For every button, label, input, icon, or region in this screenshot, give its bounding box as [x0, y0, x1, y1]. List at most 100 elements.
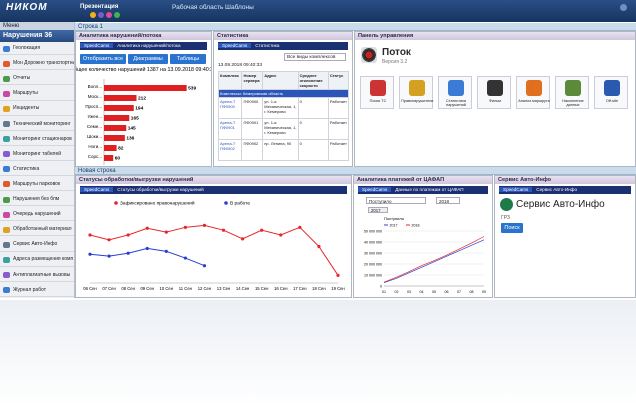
select[interactable]: Все виды комплексов [284, 53, 346, 61]
sidebar-item[interactable]: Антиплагиатные вызовы [0, 269, 74, 282]
tile[interactable]: Анализ маршрута [516, 76, 550, 109]
item-icon [3, 256, 10, 263]
select[interactable]: 2018 [436, 197, 460, 204]
y-tick-label: 0 [380, 284, 382, 288]
sidebar-item[interactable]: Инциденты [0, 102, 74, 116]
user-icon[interactable] [620, 4, 627, 11]
tab[interactable]: Статусы обработки/выгрузки нарушений [117, 187, 204, 192]
point [164, 249, 168, 253]
sidebar-item[interactable]: Сервис Авто-Инфо [0, 238, 74, 252]
data-label: 60 [115, 156, 121, 162]
tile[interactable]: Накопление данных [555, 76, 589, 109]
tab[interactable]: SpeedCams [358, 187, 392, 192]
tile-icon [604, 80, 620, 96]
category-label: Просп... [85, 104, 102, 109]
tab[interactable]: Сервис Авто-Инфо [536, 187, 578, 192]
sidebar-item[interactable]: Маршруты парковок [0, 178, 74, 192]
nav-link[interactable]: Шаблоны [225, 4, 254, 11]
row-header: Новая строка [75, 167, 636, 175]
tile-label: Анализ маршрута [518, 99, 550, 103]
sidebar-item[interactable]: Журнал работ [0, 284, 74, 297]
data-label: 136 [126, 136, 134, 142]
sidebar-item[interactable]: Мониторинг табелей [0, 148, 74, 161]
tile[interactable]: Фильм [477, 76, 511, 109]
y-tick-label: 20 000 000 [364, 262, 382, 266]
x-tick-label: 14 Сен [236, 286, 250, 291]
tile-label: Статистика нарушений [446, 99, 466, 108]
filter-chip[interactable]: 2017 [368, 207, 388, 213]
point [145, 226, 149, 230]
sidebar-item[interactable]: Адреса размещения комп [0, 253, 74, 267]
legend-swatch [224, 201, 228, 205]
tab[interactable]: Данные по платежам от ЦАФАП [395, 187, 464, 192]
cell: 0 [297, 139, 329, 161]
tile[interactable]: Статистика нарушений [438, 76, 472, 109]
tile-label: Off-site [605, 99, 619, 103]
data-label: 145 [128, 126, 136, 132]
x-tick-label: 19 Сен [331, 286, 345, 291]
sidebar-item[interactable]: Мон Дорожно транспортные п [0, 57, 74, 71]
sidebar-item[interactable]: Очередь нарушений [0, 208, 74, 222]
column-header: Среднее отклонение скорости [297, 71, 329, 90]
bar [104, 125, 127, 131]
bar [104, 145, 117, 151]
item-icon [3, 166, 10, 173]
cell: Работает [327, 118, 350, 140]
button[interactable]: Отобразить все [80, 54, 126, 64]
x-tick-label: 16 Сен [274, 286, 288, 291]
line-chart: Зафиксировано правонарушений В работе 06 С… [83, 200, 345, 291]
category-label: Семе... [87, 124, 102, 129]
tab[interactable]: SpeedCams [80, 187, 114, 192]
y-tick-label: 10 000 000 [364, 273, 382, 277]
bar-chart: Общее количество нарушений 1387 на 13.09… [76, 66, 211, 165]
sidebar-item[interactable]: Отчеты [0, 72, 74, 86]
x-tick-label: 17 Сен [293, 286, 307, 291]
select[interactable]: Поступило [366, 197, 426, 204]
item-icon [3, 75, 10, 82]
tab[interactable]: SpeedCams [218, 43, 252, 48]
tab[interactable]: Статистика [255, 43, 280, 48]
column-header: Статус [327, 71, 350, 90]
bar [104, 95, 137, 101]
series-line [89, 224, 339, 276]
panel: Сервис Авто-Инфо SpeedCams Сервис Авто-Инф… [494, 175, 636, 298]
table-row: Арена-Т ПФ0900 ПФ0900 ул. 1-я Механическая… [217, 97, 350, 119]
nav-link[interactable]: Рабочая область [172, 4, 224, 11]
item-icon [3, 226, 10, 233]
chart-caption: Поступило [384, 216, 405, 221]
item-icon [3, 272, 10, 278]
item-icon [3, 45, 10, 52]
x-tick-label: 02 [395, 290, 399, 294]
tile[interactable]: Поиск ТС [360, 76, 394, 109]
y-tick-label: 30 000 000 [364, 251, 382, 255]
legend-label: В работе [230, 201, 250, 207]
item-icon [3, 211, 10, 218]
tab[interactable]: Аналитика нарушений/потока [117, 43, 181, 48]
tab[interactable]: SpeedCams [80, 43, 114, 48]
panel: Статусы обработки/выгрузки нарушений Spee… [75, 175, 352, 298]
legend-label: Зафиксировано правонарушений [120, 200, 195, 207]
sidebar-section[interactable]: Нарушения 36 [0, 30, 74, 42]
sidebar-item[interactable]: Технический мониторинг [0, 118, 74, 131]
sidebar-item[interactable]: Статистика [0, 163, 74, 177]
series-line [383, 236, 485, 283]
sidebar-item[interactable]: Маршруты [0, 87, 74, 101]
button[interactable]: Таблицы [170, 54, 206, 64]
sidebar-item[interactable]: Обработанный материал [0, 223, 74, 237]
point [183, 256, 187, 260]
sidebar-item[interactable]: Геолокация [0, 42, 74, 56]
table-header: Комплекс Номер сервера Адрес Среднее отклон… [217, 71, 350, 90]
tile[interactable]: Off-site [594, 76, 628, 109]
cell: ПФ0901 [241, 118, 264, 140]
cell: 0 [297, 97, 329, 119]
panel-title: Статусы обработки/выгрузки нарушений [76, 176, 351, 184]
tab[interactable]: SpeedCams [499, 187, 533, 192]
category-label: Ужен... [88, 114, 102, 119]
sidebar-item[interactable]: Мониторинг стационаров [0, 133, 74, 146]
button[interactable]: Диаграммы [128, 54, 168, 64]
search-button[interactable]: Поиск [501, 223, 523, 233]
cell: ПФ0900 [241, 97, 264, 119]
tile[interactable]: Правонарушители [399, 76, 433, 109]
column-header: Номер сервера [241, 71, 264, 90]
sidebar-item[interactable]: Нарушения без бпм [0, 193, 74, 207]
